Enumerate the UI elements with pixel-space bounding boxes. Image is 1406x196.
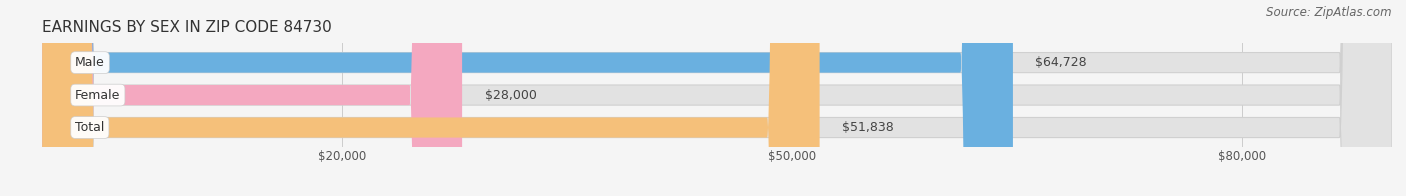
Text: Total: Total [75,121,104,134]
FancyBboxPatch shape [42,0,1392,196]
Text: Male: Male [75,56,105,69]
Text: EARNINGS BY SEX IN ZIP CODE 84730: EARNINGS BY SEX IN ZIP CODE 84730 [42,20,332,35]
Text: $64,728: $64,728 [1035,56,1087,69]
FancyBboxPatch shape [42,0,1392,196]
Text: $28,000: $28,000 [485,89,537,102]
FancyBboxPatch shape [42,0,463,196]
Text: $51,838: $51,838 [842,121,894,134]
FancyBboxPatch shape [42,0,820,196]
Text: Source: ZipAtlas.com: Source: ZipAtlas.com [1267,6,1392,19]
Text: Female: Female [75,89,121,102]
FancyBboxPatch shape [42,0,1392,196]
FancyBboxPatch shape [42,0,1012,196]
